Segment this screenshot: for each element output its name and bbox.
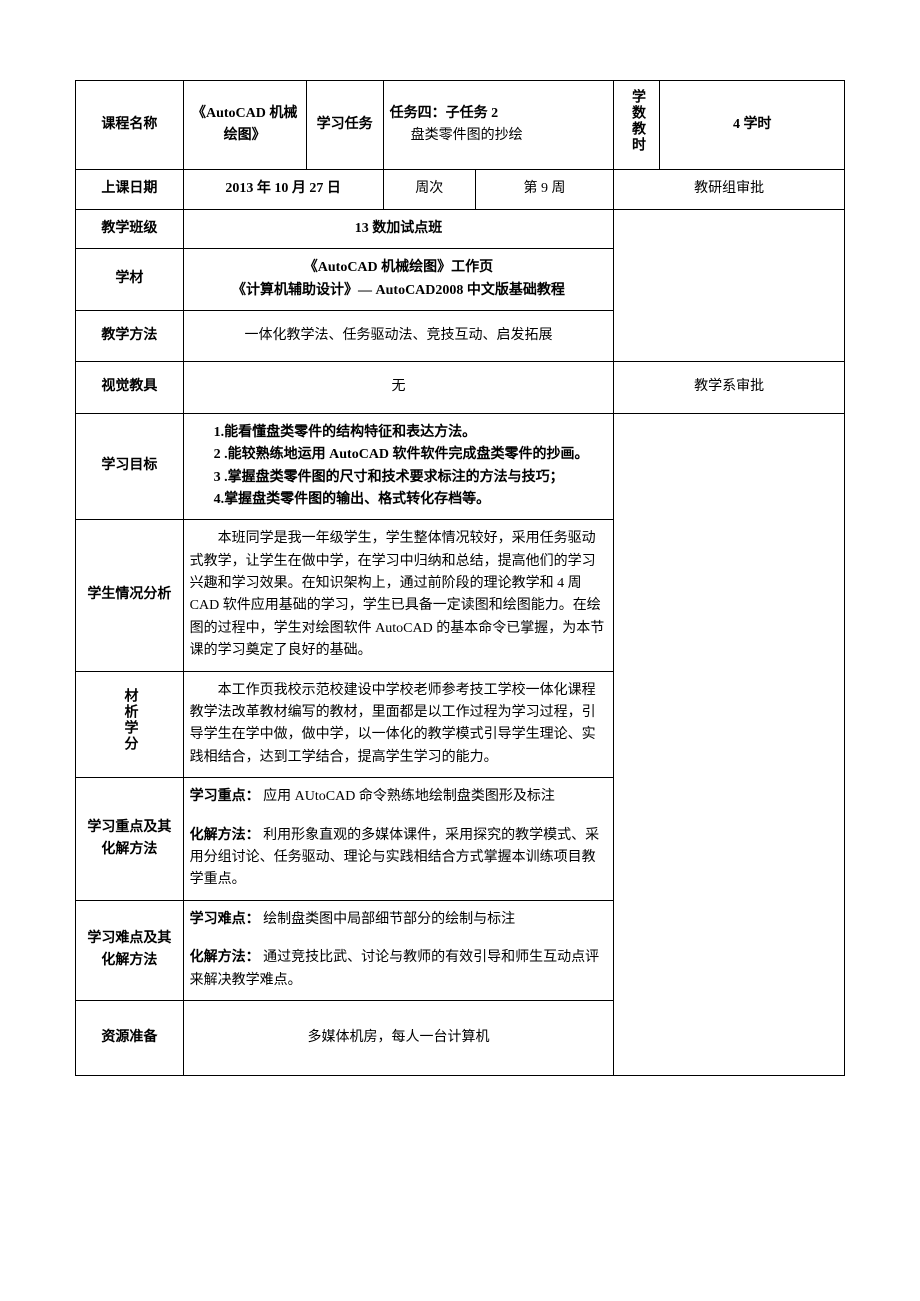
class-label: 教学班级: [76, 209, 184, 248]
task-value: 任务四：子任务 2 盘类零件图的抄绘: [383, 81, 614, 170]
material-analysis-value: 本工作页我校示范校建设中学校老师参考技工学校一体化课程教学法改革教材编写的教材，…: [183, 671, 614, 778]
material-label: 学材: [76, 249, 184, 311]
visual-label: 视觉教具: [76, 362, 184, 413]
objectives-value: 1.能看懂盘类零件的结构特征和表达方法。 2 .能较熟练地运用 AutoCAD …: [183, 413, 614, 520]
difficulty-value: 学习难点： 绘制盘类图中局部细节部分的绘制与标注 化解方法： 通过竞技比武、讨论…: [183, 900, 614, 1000]
objectives-label: 学习目标: [76, 413, 184, 520]
difficulty-label: 学习难点及其化解方法: [76, 900, 184, 1000]
hours-label: 学数教时: [614, 81, 660, 170]
material-value: 《AutoCAD 机械绘图》工作页 《计算机辅助设计》— AutoCAD2008…: [183, 249, 614, 311]
week-value: 第 9 周: [475, 170, 613, 209]
date-label: 上课日期: [76, 170, 184, 209]
date-value: 2013 年 10 月 27 日: [183, 170, 383, 209]
task-title: 任务四：子任务 2: [390, 103, 608, 125]
task-subtitle: 盘类零件图的抄绘: [390, 125, 608, 147]
keypoint-value: 学习重点： 应用 AUtoCAD 命令熟练地绘制盘类图形及标注 化解方法： 利用…: [183, 778, 614, 901]
visual-value: 无: [183, 362, 614, 413]
class-value: 13 数加试点班: [183, 209, 614, 248]
course-name-label: 课程名称: [76, 81, 184, 170]
resources-value: 多媒体机房，每人一台计算机: [183, 1000, 614, 1075]
student-analysis-label: 学生情况分析: [76, 520, 184, 671]
course-name-value: 《AutoCAD 机械绘图》: [183, 81, 306, 170]
material-analysis-label: 材析学分: [76, 671, 184, 778]
approval-group: 教研组审批: [614, 170, 845, 209]
student-analysis-value: 本班同学是我一年级学生，学生整体情况较好，采用任务驱动式教学，让学生在做中学，在…: [183, 520, 614, 671]
week-label: 周次: [383, 170, 475, 209]
keypoint-label: 学习重点及其化解方法: [76, 778, 184, 901]
method-label: 教学方法: [76, 310, 184, 361]
approval-dept: 教学系审批: [614, 362, 845, 413]
approval-dept-blank: [614, 413, 845, 1076]
approval-group-blank: [614, 209, 845, 362]
method-value: 一体化教学法、任务驱动法、竞技互动、启发拓展: [183, 310, 614, 361]
task-label: 学习任务: [306, 81, 383, 170]
resources-label: 资源准备: [76, 1000, 184, 1075]
lesson-plan-table: 课程名称 《AutoCAD 机械绘图》 学习任务 任务四：子任务 2 盘类零件图…: [75, 80, 845, 1076]
hours-value: 4 学时: [660, 81, 845, 170]
